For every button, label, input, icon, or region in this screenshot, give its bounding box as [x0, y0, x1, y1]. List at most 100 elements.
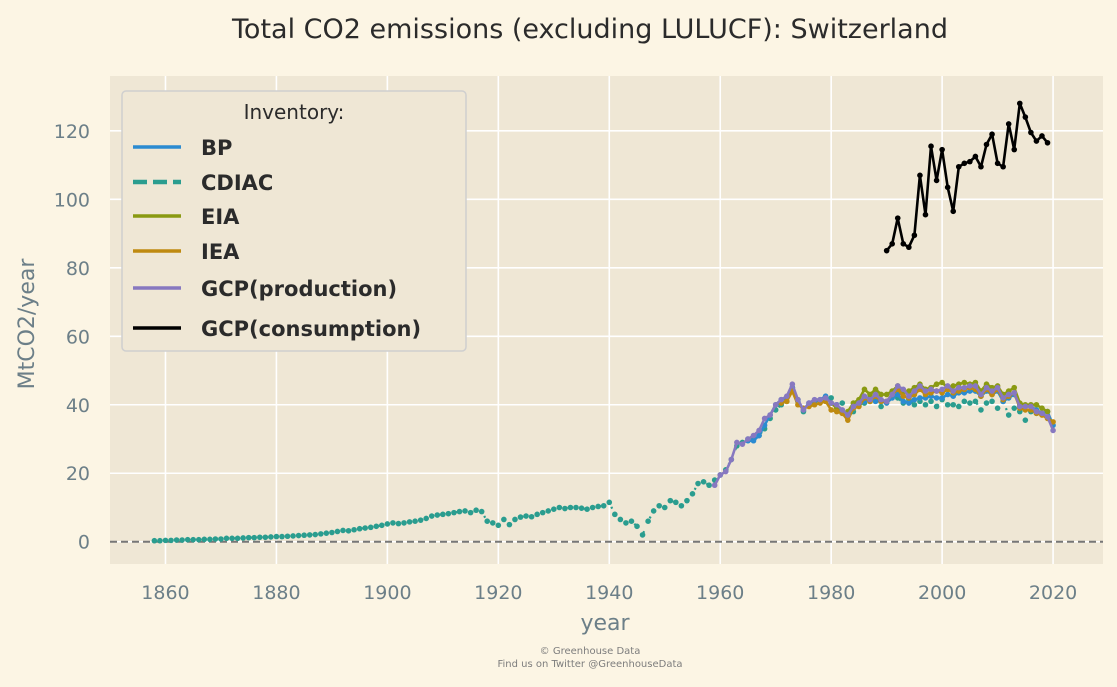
x-tick-label: 2020 [1029, 582, 1077, 604]
data-point-gcp-production [955, 384, 962, 391]
data-point-eia [961, 379, 968, 386]
data-point-gcp-consumption [967, 158, 973, 165]
x-tick-label: 1880 [252, 582, 300, 604]
data-point-cdiac [290, 533, 296, 539]
data-point-cdiac [562, 505, 568, 512]
data-point-cdiac [695, 480, 701, 487]
y-tick-label: 0 [78, 532, 90, 554]
x-tick-label: 1860 [141, 582, 189, 604]
x-ticks: 1860 1880 1900 1920 1940 1960 1980 2000 2020 [141, 582, 1077, 604]
data-point-cdiac [661, 504, 668, 511]
data-point-cdiac [284, 533, 291, 540]
legend-label-gcp-consumption: GCP(consumption) [201, 317, 421, 341]
data-point-gcp-production [861, 393, 868, 399]
data-point-cdiac [994, 405, 1001, 411]
y-tick-label: 20 [66, 463, 90, 485]
data-point-gcp-production [745, 436, 751, 442]
data-point-eia [1039, 405, 1045, 411]
data-point-cdiac [201, 536, 208, 543]
data-point-gcp-production [795, 396, 801, 403]
data-point-cdiac [318, 531, 324, 537]
data-point-gcp-production [833, 401, 840, 408]
data-point-cdiac [689, 490, 696, 497]
data-point-cdiac [384, 521, 391, 527]
data-point-eia [950, 383, 957, 389]
data-point-gcp-consumption [933, 177, 940, 184]
data-point-cdiac [983, 400, 990, 406]
data-point-cdiac [195, 536, 202, 543]
x-tick-label: 1920 [474, 582, 522, 604]
data-point-cdiac [523, 513, 529, 519]
y-ticks: 0 20 40 60 80 100 120 [54, 121, 90, 554]
data-point-gcp-consumption [911, 232, 918, 239]
legend[interactable]: Inventory: BP CDIAC EIA IEA GCP(production) G… [121, 90, 467, 352]
data-point-gcp-production [944, 383, 951, 389]
x-tick-label: 1900 [363, 582, 411, 604]
data-point-cdiac [240, 535, 246, 541]
data-point-gcp-production [883, 398, 890, 405]
data-point-cdiac [634, 523, 640, 530]
legend-box [121, 90, 467, 352]
data-point-iea [828, 407, 834, 413]
legend-items: BP CDIAC EIA IEA GCP(production) GCP(consumpt… [133, 136, 421, 341]
data-point-gcp-consumption [906, 244, 912, 251]
data-point-iea [783, 398, 790, 405]
data-point-gcp-consumption [894, 215, 901, 221]
data-point-cdiac [623, 520, 629, 526]
data-point-cdiac [528, 513, 535, 520]
credit-line-1: © Greenhouse Data [540, 646, 641, 657]
data-point-cdiac [157, 537, 163, 544]
data-point-gcp-production [950, 388, 957, 394]
data-point-gcp-consumption [1016, 100, 1023, 107]
data-point-gcp-production [789, 381, 796, 388]
data-point-cdiac [639, 532, 646, 538]
data-point-iea [900, 393, 907, 399]
data-point-gcp-production [894, 383, 901, 389]
data-point-cdiac [306, 532, 313, 538]
data-point-gcp-consumption [1033, 138, 1040, 144]
data-point-gcp-consumption [1022, 114, 1029, 120]
data-point-bp [933, 395, 940, 401]
data-point-cdiac [645, 518, 651, 524]
data-point-cdiac [506, 521, 513, 528]
data-point-gcp-production [933, 388, 940, 394]
data-point-cdiac [184, 536, 191, 543]
data-point-gcp-consumption [955, 163, 962, 170]
legend-label-cdiac: CDIAC [201, 171, 273, 195]
data-point-gcp-production [828, 400, 834, 406]
data-point-cdiac [573, 504, 579, 511]
data-point-cdiac [495, 522, 502, 529]
data-point-gcp-consumption [1028, 129, 1034, 136]
x-axis-label: year [580, 611, 630, 636]
data-point-cdiac [329, 529, 335, 536]
data-point-gcp-consumption [1044, 139, 1051, 146]
data-point-cdiac [323, 530, 330, 536]
data-point-cdiac [700, 479, 707, 485]
data-point-bp [750, 437, 757, 444]
data-point-gcp-production [1050, 427, 1056, 434]
series-gcp-production [711, 381, 1056, 489]
data-point-gcp-production [734, 439, 740, 446]
data-point-gcp-production [767, 412, 773, 418]
data-point-cdiac [489, 520, 496, 526]
legend-label-eia: EIA [201, 205, 240, 229]
data-point-iea [845, 417, 851, 423]
data-point-cdiac [345, 527, 352, 534]
y-tick-label: 80 [66, 258, 90, 280]
data-point-cdiac [617, 516, 624, 523]
data-point-gcp-production [989, 388, 995, 394]
data-point-cdiac [279, 533, 285, 540]
data-point-cdiac [911, 401, 918, 408]
data-point-gcp-production [1033, 408, 1040, 415]
data-point-cdiac [245, 534, 252, 541]
data-point-gcp-consumption [939, 146, 945, 153]
data-point-gcp-production [778, 396, 785, 403]
data-point-cdiac [445, 510, 452, 517]
data-point-cdiac [595, 503, 601, 510]
data-point-eia [883, 391, 890, 398]
series-gcp-consumption [883, 100, 1051, 254]
data-point-cdiac [650, 508, 657, 514]
data-point-gcp-production [750, 432, 757, 439]
data-point-gcp-production [845, 412, 851, 418]
data-point-cdiac [207, 536, 213, 543]
